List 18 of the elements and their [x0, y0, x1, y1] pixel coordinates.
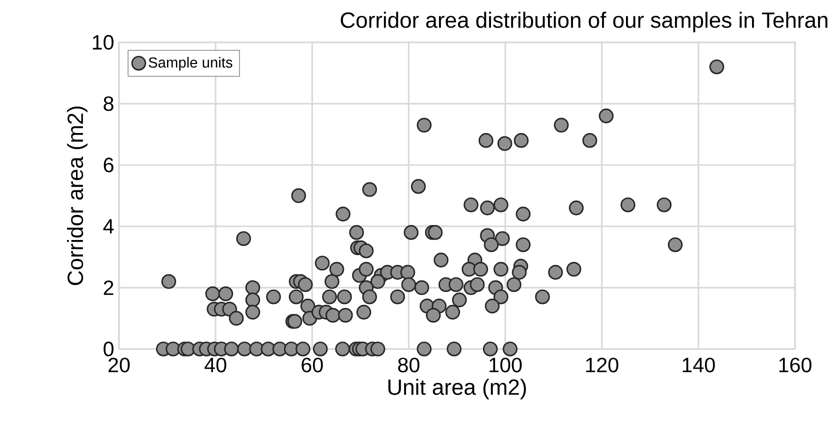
x-axis-title: Unit area (m2)	[388, 378, 526, 400]
x-tick-label: 80	[398, 358, 420, 372]
x-tick-label: 160	[779, 358, 812, 372]
y-tick-label: 4	[103, 219, 114, 234]
y-tick-label: 6	[104, 158, 114, 172]
y-tick-label: 10	[92, 35, 114, 50]
y-tick-label: 8	[104, 96, 114, 111]
legend-label: Sample units	[148, 56, 232, 71]
y-tick-label: 2	[104, 280, 114, 295]
x-tick-label: 60	[302, 358, 323, 372]
y-axis-title: Corridor area (m2)	[67, 106, 88, 286]
x-tick-label: 40	[204, 358, 226, 372]
chart-title: Corridor area distribution of our samples in Tehran	[340, 12, 828, 32]
y-tick-label: 0	[104, 342, 114, 356]
x-tick-label: 100	[490, 358, 522, 372]
x-tick-label: 140	[682, 358, 715, 372]
x-tick-label: 20	[108, 358, 130, 372]
x-tick-label: 120	[586, 358, 618, 372]
